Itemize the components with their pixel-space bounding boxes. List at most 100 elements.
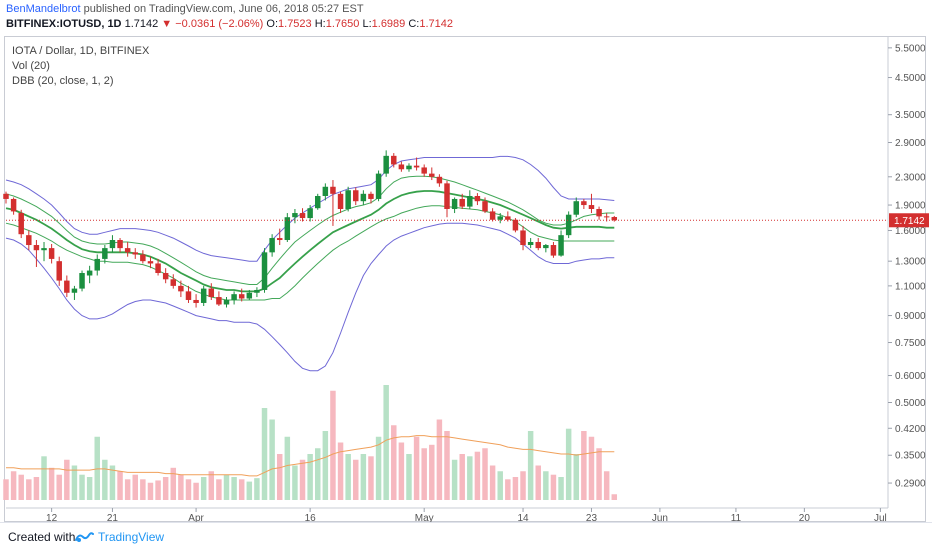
volume-bar	[71, 465, 78, 500]
candle-body	[573, 201, 579, 215]
volume-bar	[33, 477, 40, 500]
candle-body	[276, 238, 283, 241]
open-label: O:	[266, 18, 279, 30]
y-tick-label: 0.5000	[895, 398, 926, 409]
candle-body	[64, 280, 70, 293]
volume-bar	[345, 454, 351, 500]
candle-body	[208, 288, 215, 298]
candle-body	[33, 245, 40, 251]
volume-bar	[520, 471, 526, 500]
legend-volume: Vol (20)	[12, 60, 50, 72]
candle-body	[565, 214, 572, 236]
volume-bar	[322, 431, 329, 500]
tradingview-logo-icon	[75, 532, 94, 542]
volume-bar	[330, 390, 336, 500]
x-tick-label: 23	[586, 513, 598, 522]
publish-info: BenMandelbrot published on TradingView.c…	[6, 3, 364, 15]
x-tick-label: 14	[517, 513, 529, 522]
x-tick-label: 11	[731, 513, 742, 522]
candle-body	[451, 198, 458, 209]
candle-body	[3, 193, 9, 199]
y-tick-label: 5.5000	[895, 43, 926, 54]
candle-body	[413, 165, 420, 168]
volume-bar	[223, 474, 230, 500]
volume-bar	[3, 479, 9, 500]
volume-bar	[543, 471, 549, 500]
candle-body	[360, 193, 367, 202]
volume-bar	[147, 482, 154, 500]
volume-bar	[64, 459, 70, 500]
volume-bar	[254, 478, 260, 500]
candle-body	[375, 173, 382, 199]
volume-bar	[512, 477, 519, 500]
volume-bar	[208, 471, 215, 500]
candle-body	[170, 279, 177, 286]
volume-bar	[398, 442, 405, 500]
candle-body	[489, 211, 496, 220]
volume-bar	[269, 419, 275, 500]
x-tick-label: 20	[799, 513, 811, 522]
candle-body	[535, 241, 541, 249]
chart-frame	[4, 36, 926, 522]
candle-body	[368, 193, 374, 199]
low-value: 1.6989	[371, 18, 406, 30]
candle-body	[147, 261, 154, 264]
candle-body	[505, 216, 511, 220]
candle-body	[558, 235, 564, 256]
candle-body	[56, 261, 62, 281]
candle-body	[337, 193, 344, 209]
volume-ma-line	[6, 435, 615, 477]
volume-bar	[102, 459, 108, 500]
volume-bar	[200, 477, 207, 500]
volume-bar	[360, 454, 367, 500]
candle-body	[94, 258, 100, 271]
candle-body	[459, 198, 465, 207]
volume-bar	[406, 454, 412, 500]
tradingview-brand[interactable]: TradingView	[98, 530, 165, 544]
price-chart[interactable]: 5.5000 4.5000 3.5000 2.9000 2.3000 1.9000 1.60…	[0, 0, 932, 522]
candle-body	[550, 245, 557, 256]
volume-bar	[140, 479, 146, 500]
chart-header: BenMandelbrot published on TradingView.c…	[0, 0, 932, 36]
volume-bar	[558, 477, 564, 500]
candle-body	[193, 299, 199, 303]
volume-bar	[18, 474, 24, 500]
x-tick-label: Jul	[874, 513, 887, 522]
volume-bar	[86, 477, 93, 500]
candle-body	[353, 190, 359, 202]
volume-bar	[383, 385, 389, 500]
volume-bar	[132, 474, 138, 500]
author-link[interactable]: BenMandelbrot	[6, 3, 81, 15]
candle-body	[588, 205, 595, 209]
y-tick-label: 0.7500	[895, 338, 926, 349]
candle-body	[117, 240, 123, 249]
y-tick-label: 4.5000	[895, 73, 926, 84]
volume-bar	[482, 448, 488, 500]
ohlc-readout: BITFINEX:IOTUSD, 1D 1.7142 ▼ −0.0361 (−2…	[6, 18, 453, 30]
x-tick-label: Jun	[652, 513, 668, 522]
candle-body	[26, 235, 32, 246]
volume-bar	[216, 479, 222, 500]
volume-bar	[489, 465, 496, 500]
volume-bar	[451, 459, 458, 500]
volume-bar	[467, 456, 473, 500]
x-tick-label: 16	[305, 513, 317, 522]
close-label: C:	[408, 18, 420, 30]
y-tick-label: 2.9000	[895, 138, 926, 149]
y-tick-label: 1.6000	[895, 226, 926, 237]
y-tick-label: 0.6000	[895, 371, 926, 382]
volume-bar	[603, 471, 610, 500]
candle-body	[474, 195, 481, 202]
volume-bar	[170, 467, 177, 500]
candle-body	[238, 294, 245, 299]
volume-bar	[238, 479, 245, 500]
volume-bar	[413, 436, 420, 500]
volume-bar	[337, 442, 344, 500]
volume-bar	[527, 431, 534, 500]
chart-legend: IOTA / Dollar, 1D, BITFINEX Vol (20) DBB…	[12, 44, 149, 89]
volume-bar	[588, 436, 595, 500]
volume-bar	[421, 448, 427, 500]
volume-bar	[307, 454, 313, 500]
volume-bar	[368, 456, 374, 500]
y-tick-label: 0.3500	[895, 451, 926, 462]
